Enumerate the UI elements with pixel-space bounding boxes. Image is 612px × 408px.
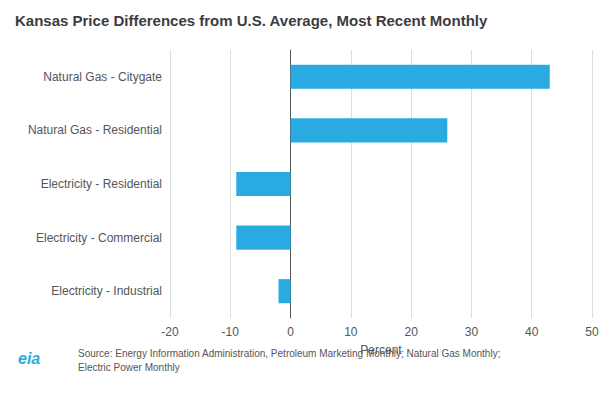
svg-text:Natural Gas - Residential: Natural Gas - Residential (28, 123, 162, 137)
svg-text:10: 10 (344, 325, 358, 339)
svg-text:Source: Energy Information Adm: Source: Energy Information Administratio… (78, 348, 500, 359)
svg-text:-20: -20 (161, 325, 179, 339)
svg-text:50: 50 (585, 325, 599, 339)
svg-text:Percent: Percent (360, 343, 402, 357)
svg-text:-10: -10 (222, 325, 240, 339)
svg-text:Electricity - Industrial: Electricity - Industrial (51, 284, 162, 298)
svg-text:30: 30 (465, 325, 479, 339)
svg-text:Electricity - Residential: Electricity - Residential (41, 177, 162, 191)
svg-text:40: 40 (525, 325, 539, 339)
svg-text:20: 20 (404, 325, 418, 339)
svg-text:0: 0 (287, 325, 294, 339)
svg-text:Electricity - Commercial: Electricity - Commercial (36, 231, 162, 245)
svg-text:Kansas Price Differences from: Kansas Price Differences from U.S. Avera… (15, 12, 488, 29)
svg-text:Electric Power Monthly: Electric Power Monthly (78, 362, 180, 373)
svg-text:eia: eia (18, 350, 40, 367)
svg-text:Natural Gas - Citygate: Natural Gas - Citygate (43, 70, 162, 84)
